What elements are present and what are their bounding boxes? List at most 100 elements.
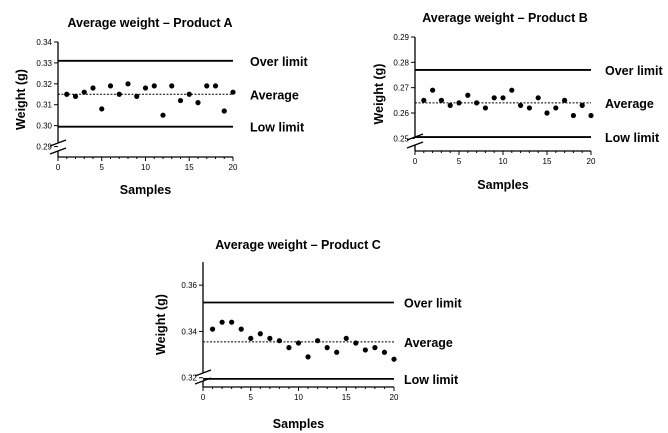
data-point — [248, 335, 254, 341]
x-axis-label: Samples — [477, 178, 528, 192]
data-point — [238, 326, 244, 332]
y-tick-label: 0.33 — [36, 59, 52, 68]
data-point — [195, 100, 201, 106]
chart-panel: Average weight – Product C 0.32 0.34 0.36 0 5… — [154, 238, 462, 431]
axis-break-mark — [49, 139, 67, 147]
y-tick-label: 0.26 — [393, 109, 409, 118]
data-point — [90, 85, 96, 91]
data-point — [500, 95, 506, 101]
data-point — [229, 319, 235, 325]
data-point — [212, 83, 219, 89]
data-point — [160, 112, 166, 118]
x-tick-label: 5 — [100, 163, 105, 172]
data-point — [257, 331, 263, 337]
chart-panel: Average weight – Product A 0.29 0.30 0.31 0.… — [14, 16, 308, 197]
data-point — [447, 102, 453, 108]
x-tick-label: 10 — [294, 393, 303, 402]
y-tick-label: 0.36 — [181, 281, 197, 290]
y-tick-label: 0.34 — [36, 38, 52, 47]
x-tick-label: 0 — [56, 163, 61, 172]
data-point — [570, 112, 577, 119]
data-point — [142, 85, 149, 91]
data-point — [482, 105, 488, 111]
data-point — [125, 81, 131, 87]
x-tick-label: 10 — [141, 163, 150, 172]
y-axis-label: Weight (g) — [372, 64, 386, 125]
data-point — [276, 338, 282, 344]
chart-title: Average weight – Product B — [422, 11, 588, 25]
low-limit-label: Low limit — [605, 131, 660, 145]
y-tick-label: 0.29 — [393, 33, 409, 42]
data-point — [526, 105, 533, 111]
data-point — [169, 83, 175, 89]
data-point — [362, 347, 368, 353]
data-point — [99, 106, 105, 112]
x-axis-label: Samples — [120, 183, 171, 197]
data-point — [491, 95, 497, 101]
data-point — [353, 340, 359, 346]
x-tick-label: 20 — [229, 163, 238, 172]
data-point — [177, 97, 184, 104]
data-point — [81, 89, 87, 95]
data-point — [535, 95, 541, 101]
x-tick-label: 15 — [543, 157, 552, 166]
low-limit-label: Low limit — [404, 373, 459, 387]
data-point — [509, 87, 515, 93]
over-limit-label: Over limit — [605, 64, 663, 78]
x-tick-label: 15 — [185, 163, 194, 172]
average-label: Average — [404, 336, 453, 350]
data-point — [267, 335, 273, 341]
chart-title: Average weight – Product C — [215, 238, 381, 252]
y-tick-label: 0.29 — [36, 143, 52, 152]
y-tick-label: 0.25 — [393, 134, 409, 143]
data-point — [421, 97, 427, 103]
y-tick-label: 0.27 — [393, 84, 409, 93]
y-tick-label: 0.34 — [181, 327, 197, 336]
data-point — [381, 349, 388, 355]
chart-panel: Average weight – Product B 0.25 0.26 0.27 0.… — [372, 11, 663, 192]
axis-break-mark — [194, 369, 212, 377]
data-point — [209, 326, 216, 332]
x-tick-label: 15 — [342, 393, 351, 402]
data-point — [438, 97, 444, 103]
over-limit-label: Over limit — [404, 297, 462, 311]
y-axis-label: Weight (g) — [14, 69, 28, 130]
data-point — [456, 100, 462, 106]
data-point — [465, 92, 471, 98]
data-point — [221, 108, 227, 114]
data-point — [391, 356, 397, 362]
data-point — [430, 87, 436, 93]
low-limit-label: Low limit — [250, 121, 305, 135]
y-tick-label: 0.30 — [36, 122, 52, 131]
data-point — [151, 83, 157, 89]
y-tick-label: 0.32 — [36, 80, 52, 89]
axis-break-mark — [406, 141, 424, 149]
data-point — [324, 345, 330, 351]
x-axis-label: Samples — [273, 417, 324, 431]
data-point — [588, 112, 594, 119]
data-point — [295, 340, 302, 346]
average-label: Average — [605, 97, 654, 111]
data-point — [579, 102, 585, 108]
axis-break-mark — [49, 147, 67, 155]
x-tick-label: 5 — [249, 393, 254, 402]
data-point — [134, 93, 140, 99]
data-point — [518, 102, 524, 108]
data-point — [474, 100, 480, 106]
y-tick-label: 0.31 — [36, 101, 52, 110]
data-point — [544, 110, 550, 116]
data-point — [315, 338, 321, 344]
data-point — [219, 319, 225, 325]
data-point — [204, 83, 210, 89]
average-label: Average — [250, 88, 299, 102]
x-tick-label: 0 — [413, 157, 418, 166]
data-point — [64, 91, 70, 97]
data-point — [372, 345, 378, 351]
data-point — [305, 354, 311, 360]
chart-title: Average weight – Product A — [67, 16, 232, 30]
x-tick-label: 10 — [499, 157, 508, 166]
data-point — [562, 97, 568, 103]
data-point — [286, 345, 292, 351]
data-point — [186, 91, 192, 97]
